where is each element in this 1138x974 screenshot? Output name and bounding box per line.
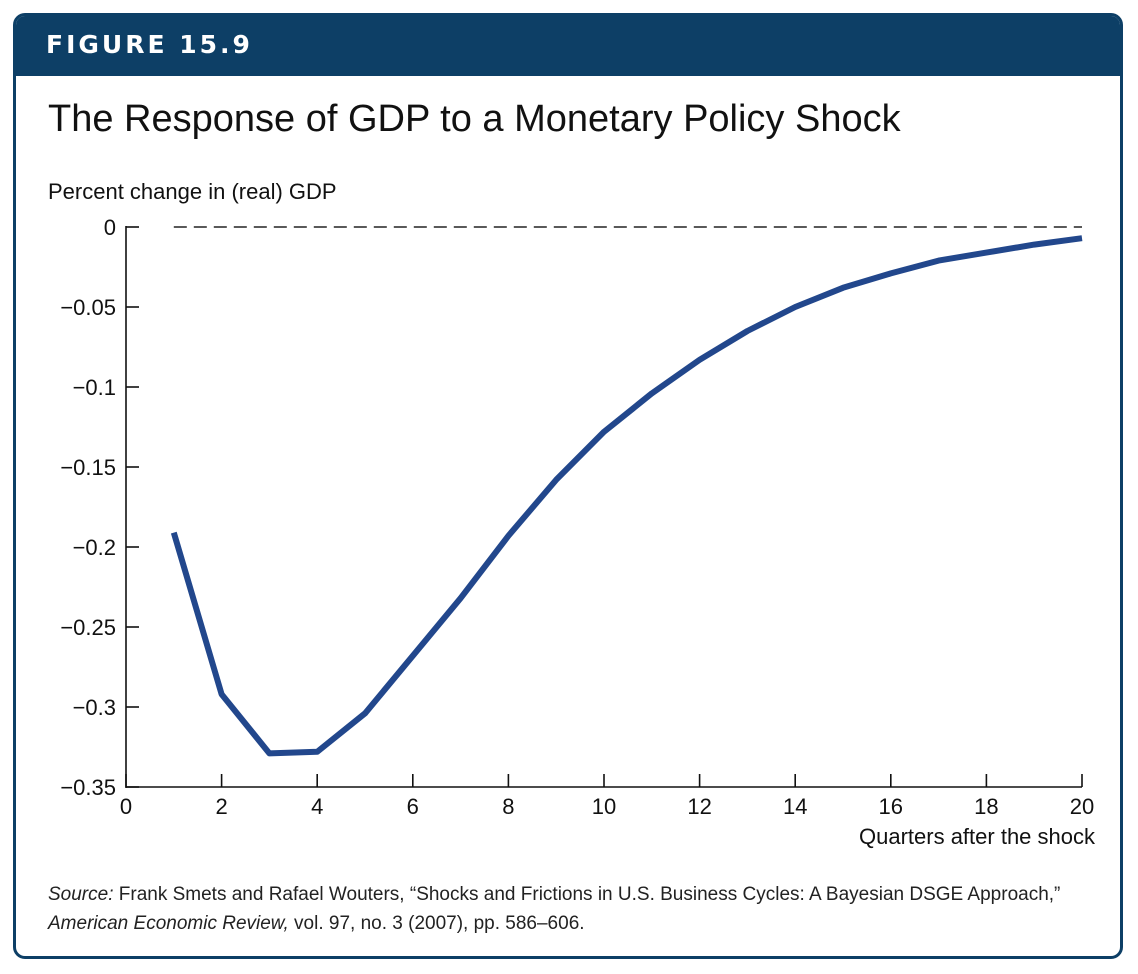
source-text-1: Frank Smets and Rafael Wouters, “Shocks … [113,884,1061,905]
source-text-2: vol. 97, no. 3 (2007), pp. 586–606. [288,913,585,934]
chart-marks [170,235,1083,757]
x-tick-label: 12 [687,794,711,819]
chart-title: The Response of GDP to a Monetary Policy… [48,98,901,140]
x-tick-label: 4 [311,794,323,819]
y-tick-label: −0.2 [73,535,116,560]
chart-axes [125,226,1082,788]
y-tick-label: −0.05 [60,295,116,320]
y-tick-label: −0.15 [60,455,116,480]
y-tick-label: 0 [104,215,116,240]
y-axis-label: Percent change in (real) GDP [48,179,337,204]
x-tick-label: 2 [215,794,227,819]
x-tick-label: 16 [879,794,903,819]
x-tick-label: 14 [783,794,807,819]
y-tick-label: −0.1 [73,375,116,400]
x-tick-label: 6 [407,794,419,819]
x-tick-label: 0 [120,794,132,819]
figure-header-bar: FIGURE 15.9 [16,16,1120,76]
figure-label: FIGURE 15.9 [46,30,253,59]
x-tick-label: 8 [502,794,514,819]
line-chart: 0−0.05−0.1−0.15−0.2−0.25−0.3−0.350 2 4 6 8 10… [60,215,1096,849]
x-tick-label: 20 [1070,794,1094,819]
y-tick-label: −0.3 [73,695,116,720]
y-tick-label: −0.25 [60,615,116,640]
source-journal: American Economic Review, [48,913,289,934]
y-tick-label: −0.35 [60,775,116,800]
x-tick-label: 10 [592,794,616,819]
source-citation: Source: Frank Smets and Rafael Wouters, … [48,880,1108,938]
source-label: Source: [48,884,114,905]
gdp-response-line [170,235,1083,757]
x-tick-label: 18 [974,794,998,819]
chart-ticks: 0−0.05−0.1−0.15−0.2−0.25−0.3−0.350 2 4 6 8 10… [60,215,1096,849]
x-axis-label: Quarters after the shock [859,824,1096,849]
figure-frame: FIGURE 15.9 The Response of GDP to a Mon… [13,13,1123,959]
